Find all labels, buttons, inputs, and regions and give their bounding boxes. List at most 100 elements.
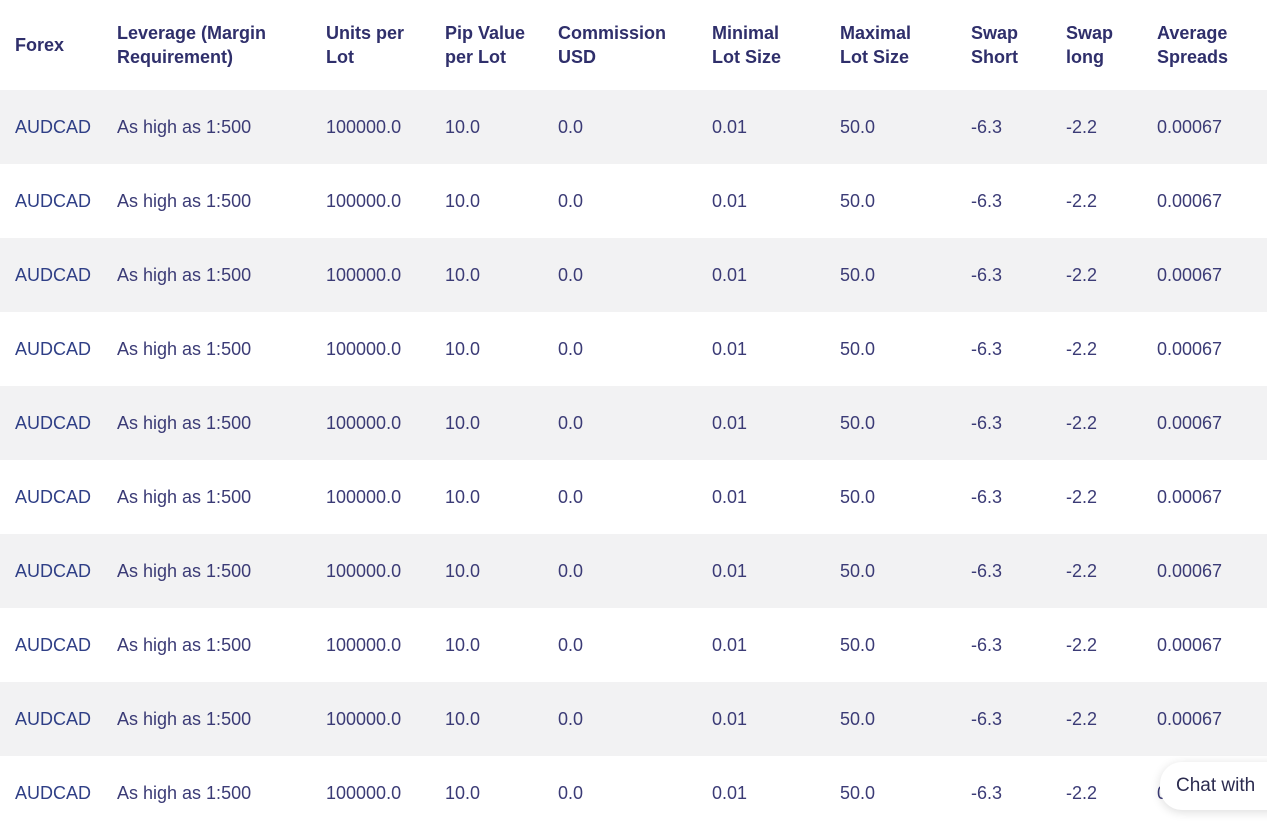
cell-min-lot: 0.01 [697, 386, 825, 460]
cell-forex: AUDCAD [0, 682, 102, 756]
table-row: AUDCAD As high as 1:500 100000.0 10.0 0.0 0.0… [0, 608, 1267, 682]
cell-forex: AUDCAD [0, 90, 102, 164]
cell-max-lot: 50.0 [825, 608, 956, 682]
cell-swap-long: -2.2 [1051, 460, 1142, 534]
cell-leverage: As high as 1:500 [102, 534, 311, 608]
cell-units-per-lot: 100000.0 [311, 608, 430, 682]
cell-leverage: As high as 1:500 [102, 682, 311, 756]
table-row: AUDCAD As high as 1:500 100000.0 10.0 0.0 0.0… [0, 386, 1267, 460]
cell-commission: 0.0 [543, 90, 697, 164]
cell-pip-value: 10.0 [430, 460, 543, 534]
cell-leverage: As high as 1:500 [102, 608, 311, 682]
cell-max-lot: 50.0 [825, 534, 956, 608]
cell-min-lot: 0.01 [697, 312, 825, 386]
cell-swap-long: -2.2 [1051, 90, 1142, 164]
cell-swap-long: -2.2 [1051, 534, 1142, 608]
cell-pip-value: 10.0 [430, 608, 543, 682]
cell-min-lot: 0.01 [697, 682, 825, 756]
cell-avg-spreads: 0.00067 [1142, 312, 1267, 386]
col-header-line: Spreads [1157, 47, 1229, 67]
col-header-commission: Commission USD [543, 0, 697, 90]
cell-avg-spreads: 0.00067 [1142, 682, 1267, 756]
cell-leverage: As high as 1:500 [102, 756, 311, 823]
col-header-swap-short: Swap Short [956, 0, 1051, 90]
col-header-line: Forex [15, 35, 65, 55]
cell-swap-short: -6.3 [956, 756, 1051, 823]
cell-commission: 0.0 [543, 164, 697, 238]
cell-leverage: As high as 1:500 [102, 238, 311, 312]
cell-min-lot: 0.01 [697, 90, 825, 164]
cell-swap-long: -2.2 [1051, 312, 1142, 386]
cell-min-lot: 0.01 [697, 164, 825, 238]
cell-min-lot: 0.01 [697, 608, 825, 682]
cell-max-lot: 50.0 [825, 756, 956, 823]
col-header-line: Maximal [840, 23, 912, 43]
cell-swap-short: -6.3 [956, 534, 1051, 608]
cell-avg-spreads: 0.00067 [1142, 238, 1267, 312]
cell-commission: 0.0 [543, 238, 697, 312]
table-header: Forex Leverage (Margin Requirement) Units p… [0, 0, 1267, 90]
col-header-swap-long: Swap long [1051, 0, 1142, 90]
table-row: AUDCAD As high as 1:500 100000.0 10.0 0.0 0.0… [0, 460, 1267, 534]
cell-avg-spreads: 0.00067 [1142, 534, 1267, 608]
table-body: AUDCAD As high as 1:500 100000.0 10.0 0.0 0.0… [0, 90, 1267, 823]
cell-pip-value: 10.0 [430, 682, 543, 756]
cell-swap-short: -6.3 [956, 90, 1051, 164]
col-header-line: Requirement) [117, 47, 234, 67]
cell-leverage: As high as 1:500 [102, 460, 311, 534]
col-header-line: Leverage (Margin [117, 23, 267, 43]
cell-leverage: As high as 1:500 [102, 312, 311, 386]
cell-avg-spreads: 0.00067 [1142, 386, 1267, 460]
cell-commission: 0.0 [543, 608, 697, 682]
cell-swap-short: -6.3 [956, 386, 1051, 460]
cell-units-per-lot: 100000.0 [311, 682, 430, 756]
cell-swap-short: -6.3 [956, 312, 1051, 386]
cell-forex: AUDCAD [0, 312, 102, 386]
header-row: Forex Leverage (Margin Requirement) Units p… [0, 0, 1267, 90]
col-header-line: Short [971, 47, 1018, 67]
col-header-line: Minimal [712, 23, 780, 43]
cell-pip-value: 10.0 [430, 238, 543, 312]
cell-max-lot: 50.0 [825, 90, 956, 164]
cell-avg-spreads: 0.00067 [1142, 608, 1267, 682]
cell-forex: AUDCAD [0, 238, 102, 312]
cell-min-lot: 0.01 [697, 756, 825, 823]
cell-swap-short: -6.3 [956, 238, 1051, 312]
col-header-leverage: Leverage (Margin Requirement) [102, 0, 311, 90]
cell-units-per-lot: 100000.0 [311, 534, 430, 608]
table-row: AUDCAD As high as 1:500 100000.0 10.0 0.0 0.0… [0, 90, 1267, 164]
cell-units-per-lot: 100000.0 [311, 756, 430, 823]
cell-max-lot: 50.0 [825, 164, 956, 238]
cell-swap-short: -6.3 [956, 460, 1051, 534]
col-header-min-lot: Minimal Lot Size [697, 0, 825, 90]
cell-units-per-lot: 100000.0 [311, 90, 430, 164]
cell-pip-value: 10.0 [430, 90, 543, 164]
col-header-forex: Forex [0, 0, 102, 90]
col-header-line: Lot Size [712, 47, 782, 67]
cell-units-per-lot: 100000.0 [311, 312, 430, 386]
cell-max-lot: 50.0 [825, 460, 956, 534]
col-header-line: Lot [326, 47, 354, 67]
table-row: AUDCAD As high as 1:500 100000.0 10.0 0.0 0.0… [0, 312, 1267, 386]
table-row: AUDCAD As high as 1:500 100000.0 10.0 0.0 0.0… [0, 682, 1267, 756]
cell-units-per-lot: 100000.0 [311, 386, 430, 460]
chat-widget-button[interactable]: Chat with [1160, 762, 1267, 810]
cell-units-per-lot: 100000.0 [311, 238, 430, 312]
col-header-line: USD [558, 47, 597, 67]
cell-commission: 0.0 [543, 534, 697, 608]
col-header-line: per Lot [445, 47, 506, 67]
cell-avg-spreads: 0.00067 [1142, 164, 1267, 238]
col-header-line: Swap [1066, 23, 1114, 43]
table-row: AUDCAD As high as 1:500 100000.0 10.0 0.0 0.0… [0, 164, 1267, 238]
cell-avg-spreads: 0.00067 [1142, 460, 1267, 534]
col-header-pip-value: Pip Value per Lot [430, 0, 543, 90]
cell-forex: AUDCAD [0, 534, 102, 608]
cell-leverage: As high as 1:500 [102, 386, 311, 460]
cell-min-lot: 0.01 [697, 238, 825, 312]
col-header-line: Pip Value [445, 23, 526, 43]
col-header-units-per-lot: Units per Lot [311, 0, 430, 90]
table-row: AUDCAD As high as 1:500 100000.0 10.0 0.0 0.0… [0, 238, 1267, 312]
col-header-line: Lot Size [840, 47, 910, 67]
col-header-max-lot: Maximal Lot Size [825, 0, 956, 90]
